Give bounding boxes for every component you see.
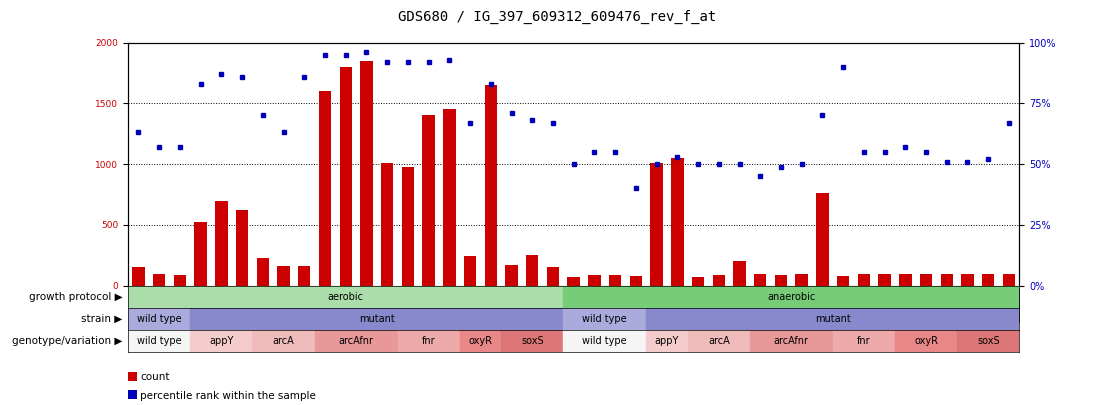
Bar — [526, 255, 538, 286]
Bar — [443, 109, 456, 286]
Bar — [564, 330, 646, 352]
Text: wild type: wild type — [583, 314, 627, 324]
Bar — [256, 258, 270, 286]
Bar — [340, 67, 352, 286]
Bar — [195, 222, 207, 286]
Bar — [833, 330, 895, 352]
Text: arcAfnr: arcAfnr — [339, 336, 373, 346]
Text: wild type: wild type — [137, 314, 182, 324]
Bar — [402, 166, 414, 286]
Text: percentile rank within the sample: percentile rank within the sample — [140, 391, 316, 401]
Bar — [299, 266, 311, 286]
Text: aerobic: aerobic — [328, 292, 364, 302]
Text: oxyR: oxyR — [915, 336, 938, 346]
Bar — [692, 277, 704, 286]
Bar — [174, 275, 186, 286]
Text: fnr: fnr — [422, 336, 436, 346]
Bar — [1003, 273, 1015, 286]
Bar — [398, 330, 460, 352]
Bar — [983, 273, 995, 286]
Bar — [277, 266, 290, 286]
Bar — [463, 256, 477, 286]
Bar — [128, 330, 190, 352]
Bar — [817, 193, 829, 286]
Text: GDS680 / IG_397_609312_609476_rev_f_at: GDS680 / IG_397_609312_609476_rev_f_at — [398, 10, 716, 24]
Bar — [133, 267, 145, 286]
Bar — [360, 61, 373, 286]
Text: genotype/variation ▶: genotype/variation ▶ — [12, 336, 123, 346]
Text: arcA: arcA — [707, 336, 730, 346]
Bar — [646, 330, 687, 352]
Bar — [190, 330, 253, 352]
Bar — [128, 308, 190, 330]
Text: wild type: wild type — [137, 336, 182, 346]
Bar — [629, 276, 642, 286]
Bar — [567, 277, 580, 286]
Bar — [236, 210, 248, 286]
Bar — [687, 330, 750, 352]
Bar — [506, 265, 518, 286]
Text: count: count — [140, 373, 169, 382]
Bar — [713, 275, 725, 286]
Bar — [588, 275, 600, 286]
Bar — [733, 261, 745, 286]
Text: oxyR: oxyR — [469, 336, 492, 346]
Bar — [920, 273, 932, 286]
Bar — [774, 275, 788, 286]
Bar — [651, 163, 663, 286]
Text: soxS: soxS — [977, 336, 999, 346]
Text: wild type: wild type — [583, 336, 627, 346]
Bar — [754, 273, 766, 286]
Bar — [671, 158, 684, 286]
Bar — [940, 273, 952, 286]
Bar — [319, 91, 331, 286]
Bar — [837, 276, 849, 286]
Bar — [795, 273, 808, 286]
Bar — [460, 330, 501, 352]
Text: arcA: arcA — [273, 336, 294, 346]
Bar — [215, 200, 227, 286]
Bar — [609, 275, 622, 286]
Bar — [899, 273, 911, 286]
Bar — [961, 274, 974, 286]
Bar — [381, 163, 393, 286]
Bar — [314, 330, 398, 352]
Text: appY: appY — [655, 336, 680, 346]
Bar — [190, 308, 564, 330]
Bar — [253, 330, 314, 352]
Bar — [564, 286, 1019, 308]
Text: mutant: mutant — [359, 314, 394, 324]
Bar — [858, 273, 870, 286]
Text: soxS: soxS — [521, 336, 544, 346]
Bar — [547, 267, 559, 286]
Text: appY: appY — [209, 336, 234, 346]
Bar — [646, 308, 1019, 330]
Text: anaerobic: anaerobic — [768, 292, 815, 302]
Bar — [485, 85, 497, 286]
Text: mutant: mutant — [815, 314, 851, 324]
Text: arcAfnr: arcAfnr — [774, 336, 809, 346]
Bar — [895, 330, 957, 352]
Text: growth protocol ▶: growth protocol ▶ — [29, 292, 123, 302]
Bar — [422, 115, 434, 286]
Text: strain ▶: strain ▶ — [81, 314, 123, 324]
Bar — [564, 308, 646, 330]
Text: fnr: fnr — [857, 336, 871, 346]
Bar — [153, 273, 165, 286]
Bar — [957, 330, 1019, 352]
Bar — [128, 286, 564, 308]
Bar — [878, 274, 891, 286]
Bar — [501, 330, 564, 352]
Bar — [750, 330, 833, 352]
